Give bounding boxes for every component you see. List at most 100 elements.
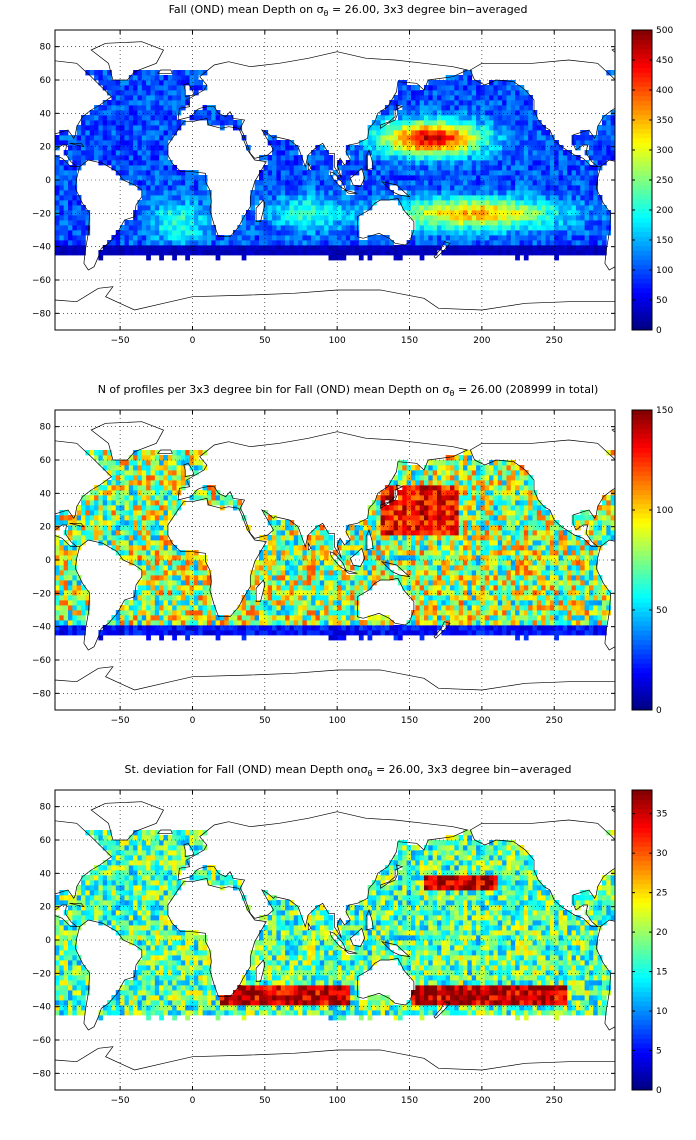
grid-cell	[380, 525, 386, 531]
grid-cell	[154, 615, 160, 621]
grid-cell	[506, 155, 512, 161]
grid-cell	[419, 125, 425, 131]
grid-cell	[150, 520, 156, 526]
grid-cell	[423, 220, 429, 226]
grid-cell	[432, 200, 438, 206]
grid-cell	[601, 230, 607, 236]
grid-cell	[397, 630, 403, 636]
grid-cell	[402, 185, 408, 191]
grid-cell	[163, 240, 169, 246]
grid-cell	[133, 75, 138, 81]
grid-cell	[497, 200, 503, 206]
grid-cell	[545, 130, 551, 136]
grid-cell	[141, 180, 147, 186]
grid-cell	[376, 545, 381, 551]
grid-cell	[354, 150, 360, 156]
grid-cell	[532, 240, 538, 246]
grid-cell	[306, 175, 312, 181]
grid-cell	[63, 185, 69, 191]
grid-cell	[371, 525, 377, 531]
grid-cell	[193, 575, 199, 581]
grid-cell	[454, 135, 460, 141]
colorbar-swatch	[632, 292, 652, 298]
grid-cell	[289, 580, 295, 586]
grid-cell	[280, 610, 286, 616]
grid-cell	[558, 190, 564, 196]
grid-cell	[159, 470, 164, 476]
grid-cell	[254, 625, 260, 631]
grid-cell	[115, 470, 121, 476]
grid-cell	[558, 150, 564, 156]
grid-cell	[267, 180, 273, 186]
grid-cell	[124, 90, 130, 96]
grid-cell	[146, 125, 151, 131]
grid-cell	[154, 605, 160, 611]
grid-cell	[554, 225, 559, 231]
grid-cell	[450, 245, 455, 251]
grid-cell	[497, 115, 503, 121]
grid-cell	[354, 580, 360, 586]
grid-cell	[185, 635, 190, 641]
grid-cell	[206, 250, 212, 256]
grid-cell	[172, 70, 177, 76]
grid-cell	[393, 150, 399, 156]
grid-cell	[133, 495, 138, 501]
grid-cell	[384, 165, 390, 171]
grid-cell	[363, 570, 368, 576]
grid-cell	[319, 150, 325, 156]
grid-cell	[228, 495, 234, 501]
grid-cell	[150, 560, 156, 566]
grid-cell	[489, 245, 494, 251]
grid-cell	[523, 135, 529, 141]
grid-cell	[415, 235, 421, 241]
grid-cell	[567, 220, 572, 226]
grid-cell	[506, 170, 512, 176]
grid-cell	[588, 140, 594, 146]
grid-cell	[545, 220, 551, 226]
grid-cell	[410, 120, 416, 126]
grid-cell	[146, 240, 151, 246]
grid-cell	[137, 175, 143, 181]
grid-cell	[415, 230, 421, 236]
grid-cell	[454, 145, 460, 151]
grid-cell	[328, 535, 334, 541]
grid-cell	[519, 160, 525, 166]
grid-cell	[193, 590, 199, 596]
grid-cell	[128, 125, 134, 131]
grid-cell	[371, 615, 377, 621]
grid-cell	[489, 105, 494, 111]
grid-cell	[98, 515, 104, 521]
grid-cell	[484, 230, 490, 236]
grid-cell	[480, 125, 486, 131]
grid-cell	[289, 245, 295, 251]
colorbar-swatch	[632, 137, 652, 143]
grid-cell	[124, 95, 130, 101]
grid-cell	[202, 555, 208, 561]
grid-cell	[493, 180, 499, 186]
grid-cell	[193, 170, 199, 176]
grid-cell	[85, 595, 91, 601]
grid-cell	[450, 190, 455, 196]
grid-cell	[146, 535, 151, 541]
grid-cell	[380, 490, 386, 496]
grid-cell	[172, 220, 177, 226]
grid-cell	[545, 180, 551, 186]
grid-cell	[241, 620, 247, 626]
grid-cell	[437, 185, 442, 191]
grid-cell	[128, 85, 134, 91]
grid-cell	[137, 80, 143, 86]
grid-cell	[167, 590, 173, 596]
grid-cell	[345, 560, 351, 566]
grid-cell	[554, 255, 559, 261]
grid-cell	[450, 205, 455, 211]
grid-cell	[523, 190, 529, 196]
grid-cell	[562, 190, 568, 196]
grid-cell	[163, 170, 169, 176]
grid-cell	[293, 575, 299, 581]
grid-cell	[358, 245, 364, 251]
grid-cell	[528, 150, 533, 156]
grid-cell	[341, 175, 347, 181]
grid-cell	[124, 235, 130, 241]
grid-cell	[419, 185, 425, 191]
grid-cell	[68, 220, 73, 226]
